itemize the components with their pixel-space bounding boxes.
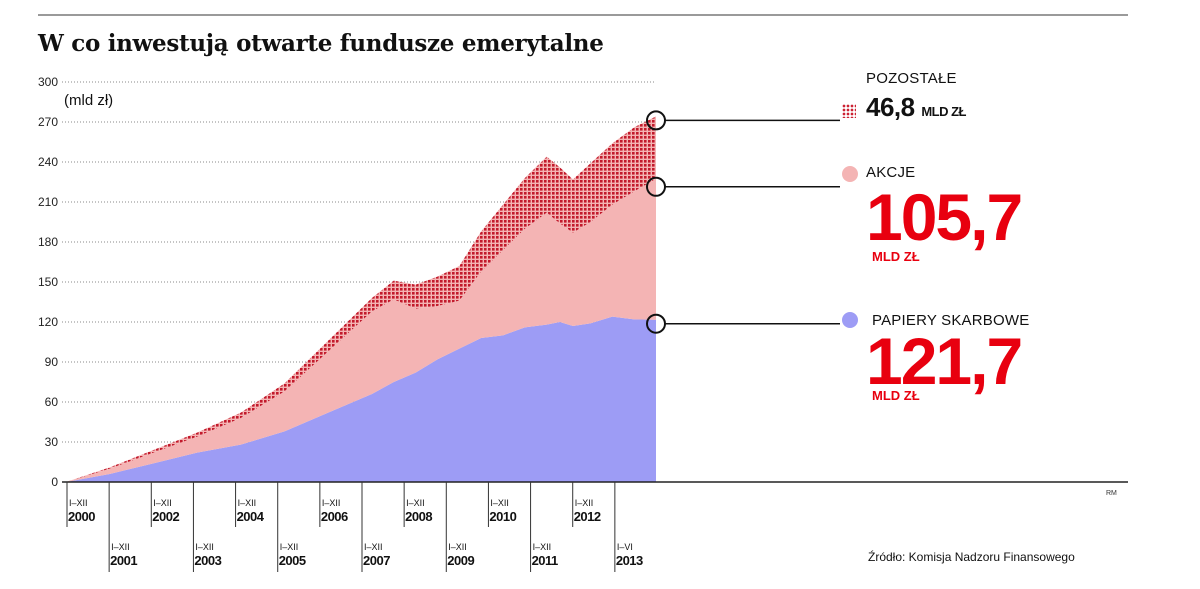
x-period-label: I–XII — [153, 498, 172, 508]
pozostale-swatch-icon — [842, 104, 856, 118]
area-papiery-skarbowe — [66, 316, 656, 482]
area-akcje — [66, 178, 656, 483]
y-tick-label: 120 — [38, 315, 58, 329]
x-year-label: 2009 — [447, 553, 474, 568]
legend-pozostale-value: 46,8 MLD ZŁ — [866, 92, 966, 123]
x-period-label: I–XII — [322, 498, 341, 508]
akcje-swatch-icon — [842, 166, 858, 182]
y-tick-label: 30 — [45, 435, 59, 449]
x-year-label: 2000 — [68, 509, 95, 524]
y-tick-label: 0 — [51, 475, 58, 489]
x-period-label: I–XII — [364, 542, 383, 552]
x-period-label: I–XII — [195, 542, 214, 552]
y-tick-label: 90 — [45, 355, 59, 369]
x-year-label: 2004 — [237, 509, 265, 524]
pozostale-unit: MLD ZŁ — [921, 104, 966, 119]
x-period-label: I–XII — [490, 498, 509, 508]
x-period-label: I–XII — [406, 498, 425, 508]
x-period-label: I–XII — [533, 542, 552, 552]
akcje-unit: MLD ZŁ — [872, 249, 920, 264]
y-tick-label: 180 — [38, 235, 58, 249]
legend-papiery-name: PAPIERY SKARBOWE — [872, 312, 1030, 329]
x-year-label: 2008 — [405, 509, 432, 524]
x-year-label: 2006 — [321, 509, 348, 524]
papiery-swatch-icon — [842, 312, 858, 328]
x-year-label: 2012 — [574, 509, 601, 524]
x-period-label: I–XII — [575, 498, 594, 508]
x-year-label: 2013 — [616, 553, 643, 568]
y-tick-label: 270 — [38, 115, 58, 129]
y-tick-label: 210 — [38, 195, 58, 209]
x-year-label: 2003 — [194, 553, 221, 568]
x-year-label: 2010 — [489, 509, 516, 524]
papiery-unit: MLD ZŁ — [872, 388, 920, 403]
x-year-label: 2007 — [363, 553, 390, 568]
y-tick-label: 150 — [38, 275, 58, 289]
x-year-label: 2001 — [110, 553, 137, 568]
akcje-value: 105,7 — [866, 180, 1023, 254]
x-year-label: 2002 — [152, 509, 179, 524]
y-tick-label: 300 — [38, 75, 58, 89]
x-period-label: I–XII — [448, 542, 467, 552]
legend-akcje-name: AKCJE — [866, 164, 916, 181]
y-unit-label: (mld zł) — [64, 92, 114, 109]
papiery-value: 121,7 — [866, 324, 1023, 398]
y-tick-label: 60 — [45, 395, 59, 409]
x-period-label: I–XII — [69, 498, 88, 508]
x-year-label: 2005 — [279, 553, 306, 568]
area-pozostale — [66, 116, 656, 483]
x-period-label: I–VI — [617, 542, 633, 552]
source-note: Źródło: Komisja Nadzoru Finansowego — [868, 550, 1075, 564]
top-rule — [38, 14, 1128, 16]
x-year-label: 2011 — [532, 553, 558, 568]
credit-label: RM — [1106, 490, 1117, 497]
pozostale-value: 46,8 — [866, 92, 915, 122]
x-period-label: I–XII — [111, 542, 130, 552]
legend-pozostale-name: POZOSTAŁE — [866, 70, 957, 87]
chart-title: W co inwestują otwarte fundusze emerytal… — [38, 30, 604, 57]
y-tick-label: 240 — [38, 155, 58, 169]
x-period-label: I–XII — [238, 498, 257, 508]
x-period-label: I–XII — [280, 542, 299, 552]
